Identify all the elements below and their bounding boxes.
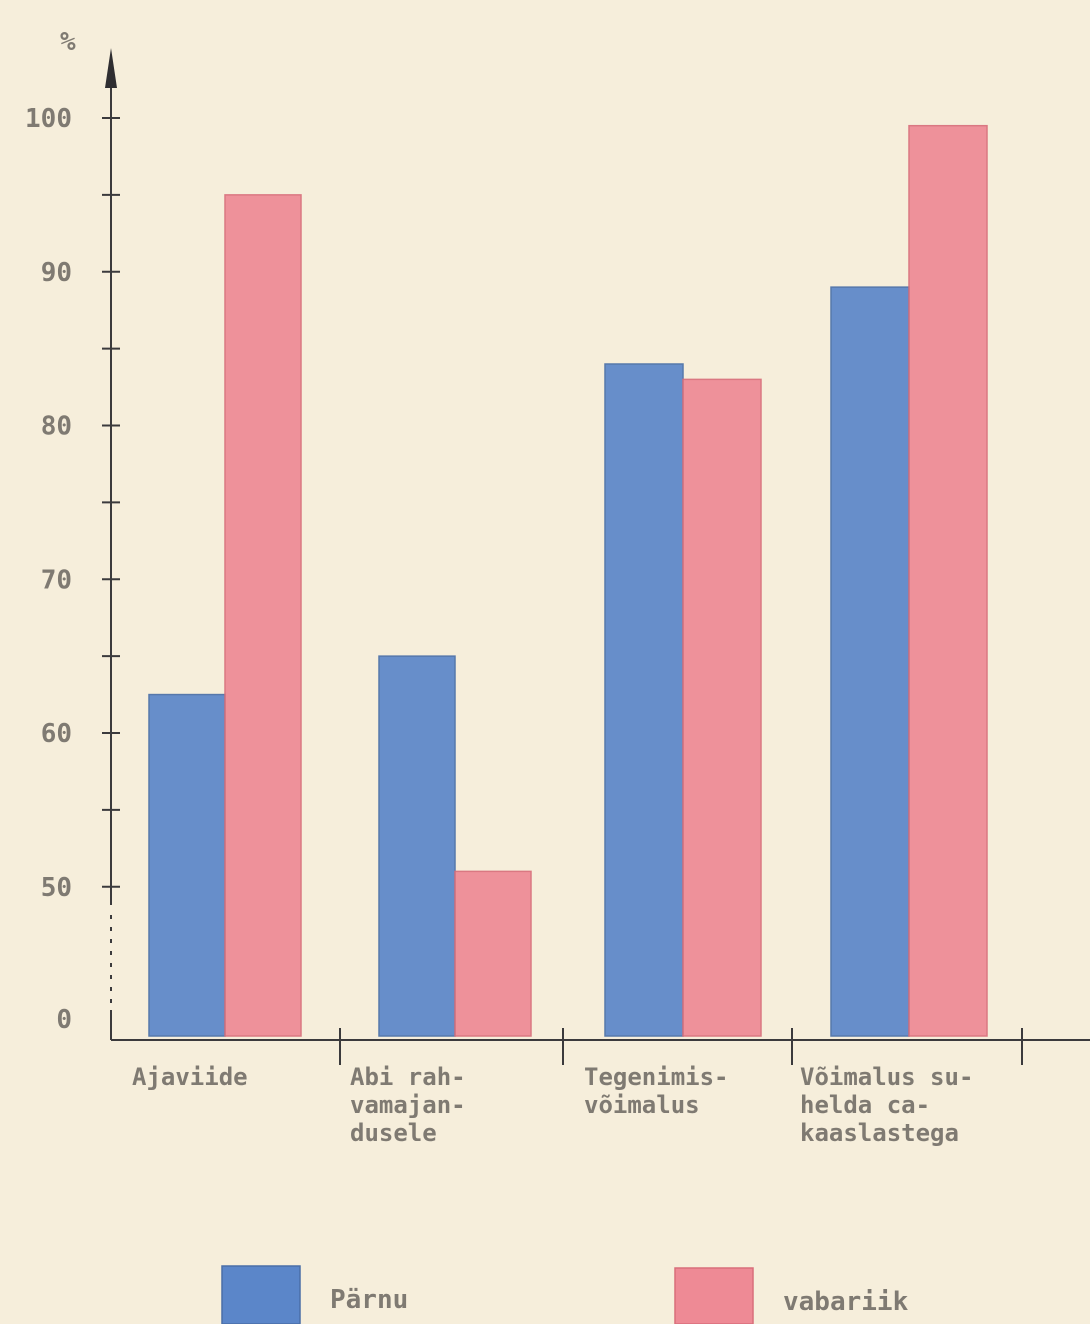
x-category-label: Tegenimis-võimalus [584,1063,729,1119]
bar-parnu [604,363,684,1037]
x-category-label-line: helda ca- [800,1091,930,1119]
bar-parnu [378,655,456,1037]
y-tick-label: 0 [56,1005,72,1035]
x-category-label-line: Ajaviide [132,1063,248,1091]
bar-vabariik [224,194,302,1037]
bars [148,124,988,1037]
x-category-label-line: Abi rah- [350,1063,466,1091]
y-tick-label: 100 [25,104,72,134]
axes [102,48,1090,1065]
legend: Pärnu vabariik [221,1265,909,1324]
x-category-label: Võimalus su-helda ca-kaaslastega [800,1063,973,1147]
x-category-label-line: kaaslastega [800,1119,959,1147]
y-axis-unit-label: % [60,27,76,57]
legend-label-parnu: Pärnu [330,1285,408,1315]
legend-label-vabariik: vabariik [783,1287,909,1317]
bar-vabariik [682,378,762,1037]
bar-parnu [830,286,910,1037]
legend-swatch-vabariik [674,1267,754,1324]
x-category-label: Ajaviide [132,1063,248,1091]
bar-vabariik [908,124,988,1037]
y-tick-label: 90 [41,258,72,288]
y-tick-label: 70 [41,565,72,595]
y-tick-label: 50 [41,873,72,903]
x-category-label-line: dusele [350,1119,437,1147]
y-axis-arrow [105,48,117,88]
x-category-label-line: Võimalus su- [800,1063,973,1091]
bar-vabariik [454,870,532,1037]
y-tick-label: 60 [41,719,72,749]
x-category-label-line: Tegenimis- [584,1063,729,1091]
labels: 100 90 80 70 60 50 0% Ajaviide Abi rah-vamajan-d… [25,27,973,1147]
x-category-label-line: vamajan- [350,1091,466,1119]
legend-swatch-parnu [221,1265,301,1324]
y-tick-label: 80 [41,412,72,442]
x-category-label: Abi rah-vamajan-dusele [350,1063,466,1147]
bar-parnu [148,693,226,1037]
x-category-label-line: võimalus [584,1091,700,1119]
